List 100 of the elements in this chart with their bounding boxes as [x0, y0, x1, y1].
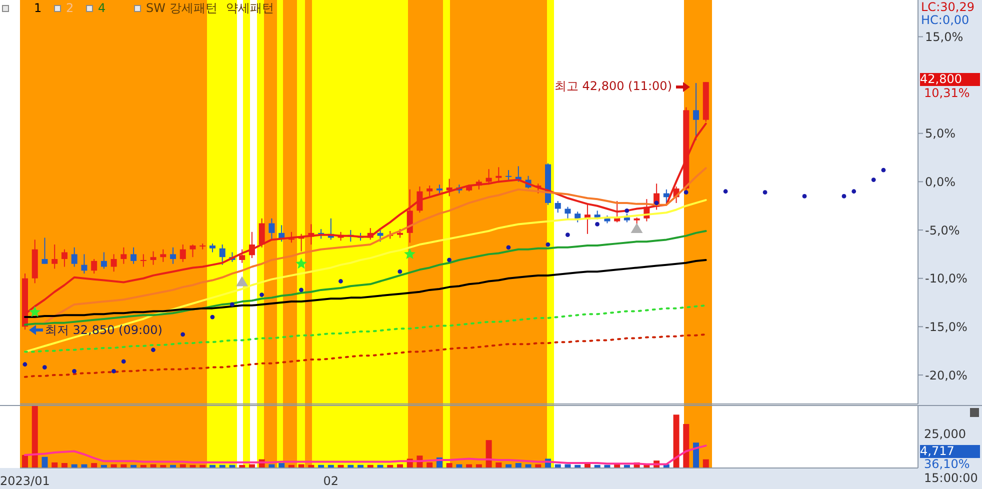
bar: [426, 462, 433, 468]
y-tick-label: -5,0%: [925, 223, 960, 238]
annotation: 2: [66, 1, 74, 15]
point: [180, 332, 186, 337]
point: [595, 222, 600, 226]
y-tick-label: -20,0%: [925, 368, 968, 382]
x-tick-label: 02: [323, 474, 338, 488]
point: [723, 189, 728, 194]
candlestick: [170, 246, 176, 264]
text: 15:00:00: [924, 471, 978, 485]
point: [230, 302, 234, 307]
candlestick: [150, 250, 156, 266]
point: [654, 200, 659, 206]
annotation: 1: [34, 1, 42, 15]
candlestick: [219, 244, 226, 266]
candlestick: [42, 237, 48, 264]
candlestick: [554, 200, 561, 214]
candlestick: [318, 228, 324, 240]
point: [299, 288, 304, 292]
text: 42,800: [920, 72, 980, 86]
text: HC:0,00: [921, 13, 970, 27]
line-series: [24, 304, 707, 353]
candlestick: [406, 188, 413, 244]
line-series: [24, 199, 707, 353]
point: [121, 359, 126, 364]
point: [210, 314, 215, 320]
bar: [32, 406, 38, 468]
point: [42, 365, 47, 370]
text: 4,717: [920, 444, 980, 458]
text: LC:30,29: [921, 0, 974, 14]
bar: [693, 442, 700, 468]
point: [447, 258, 452, 262]
point: [151, 348, 156, 352]
annotation: 4: [98, 1, 106, 15]
candlestick: [190, 244, 196, 258]
point: [852, 189, 856, 194]
candlestick: [140, 254, 146, 268]
candlestick: [564, 206, 571, 219]
y-tick-label: 15,0%: [925, 30, 964, 44]
bar: [486, 440, 492, 468]
candlestick: [120, 246, 127, 264]
candlestick: [100, 252, 107, 270]
candlestick: [693, 82, 700, 141]
point: [22, 362, 28, 367]
point: [506, 245, 511, 250]
candlestick: [506, 170, 512, 180]
line-series: [24, 258, 707, 318]
candlestick: [258, 218, 265, 248]
point: [871, 178, 876, 182]
bar: [52, 462, 58, 468]
y-tick-label: -10,0%: [925, 272, 968, 286]
x-tick-label: 2023/01: [0, 474, 50, 488]
y-tick-label: -15,0%: [925, 320, 968, 334]
y-tick-label: 0,0%: [925, 174, 956, 189]
point: [29, 306, 41, 318]
point: [546, 242, 550, 247]
point: [404, 248, 416, 260]
point: [624, 208, 630, 213]
candlestick: [71, 246, 78, 268]
bar: [61, 463, 68, 468]
point: [762, 190, 768, 195]
candlestick: [160, 248, 166, 262]
point: [112, 368, 116, 374]
candlestick: [239, 248, 246, 264]
point: [296, 258, 307, 269]
point: [72, 368, 76, 374]
candlestick: [426, 185, 433, 197]
point: [338, 279, 343, 284]
bar: [42, 456, 48, 468]
candlestick: [377, 228, 384, 242]
point: [398, 269, 402, 274]
point: [842, 194, 846, 198]
bar: [496, 462, 502, 468]
bar: [673, 414, 680, 468]
text: 25,000: [924, 427, 966, 441]
bar: [702, 459, 709, 468]
point: [565, 232, 570, 238]
bar: [515, 463, 522, 468]
bar: [683, 424, 690, 468]
candlestick: [110, 254, 117, 272]
line-series: [24, 230, 707, 326]
candlestick: [52, 244, 58, 270]
candlestick: [130, 246, 137, 264]
point: [236, 276, 248, 286]
point: [260, 292, 264, 297]
text: 36,10%: [924, 457, 970, 471]
point: [881, 168, 886, 172]
point: [630, 223, 643, 234]
bar: [446, 463, 452, 468]
bar: [91, 463, 98, 468]
candlestick: [61, 248, 68, 268]
bar: [278, 463, 285, 468]
line-series: [44, 167, 707, 324]
annotation: 최고 42,800 (11:00): [554, 79, 672, 93]
text: 10,31%: [924, 86, 970, 100]
candlestick: [268, 218, 275, 240]
candlestick: [496, 166, 502, 184]
bar: [22, 454, 28, 468]
candlestick: [446, 178, 452, 197]
candlestick: [486, 168, 492, 186]
